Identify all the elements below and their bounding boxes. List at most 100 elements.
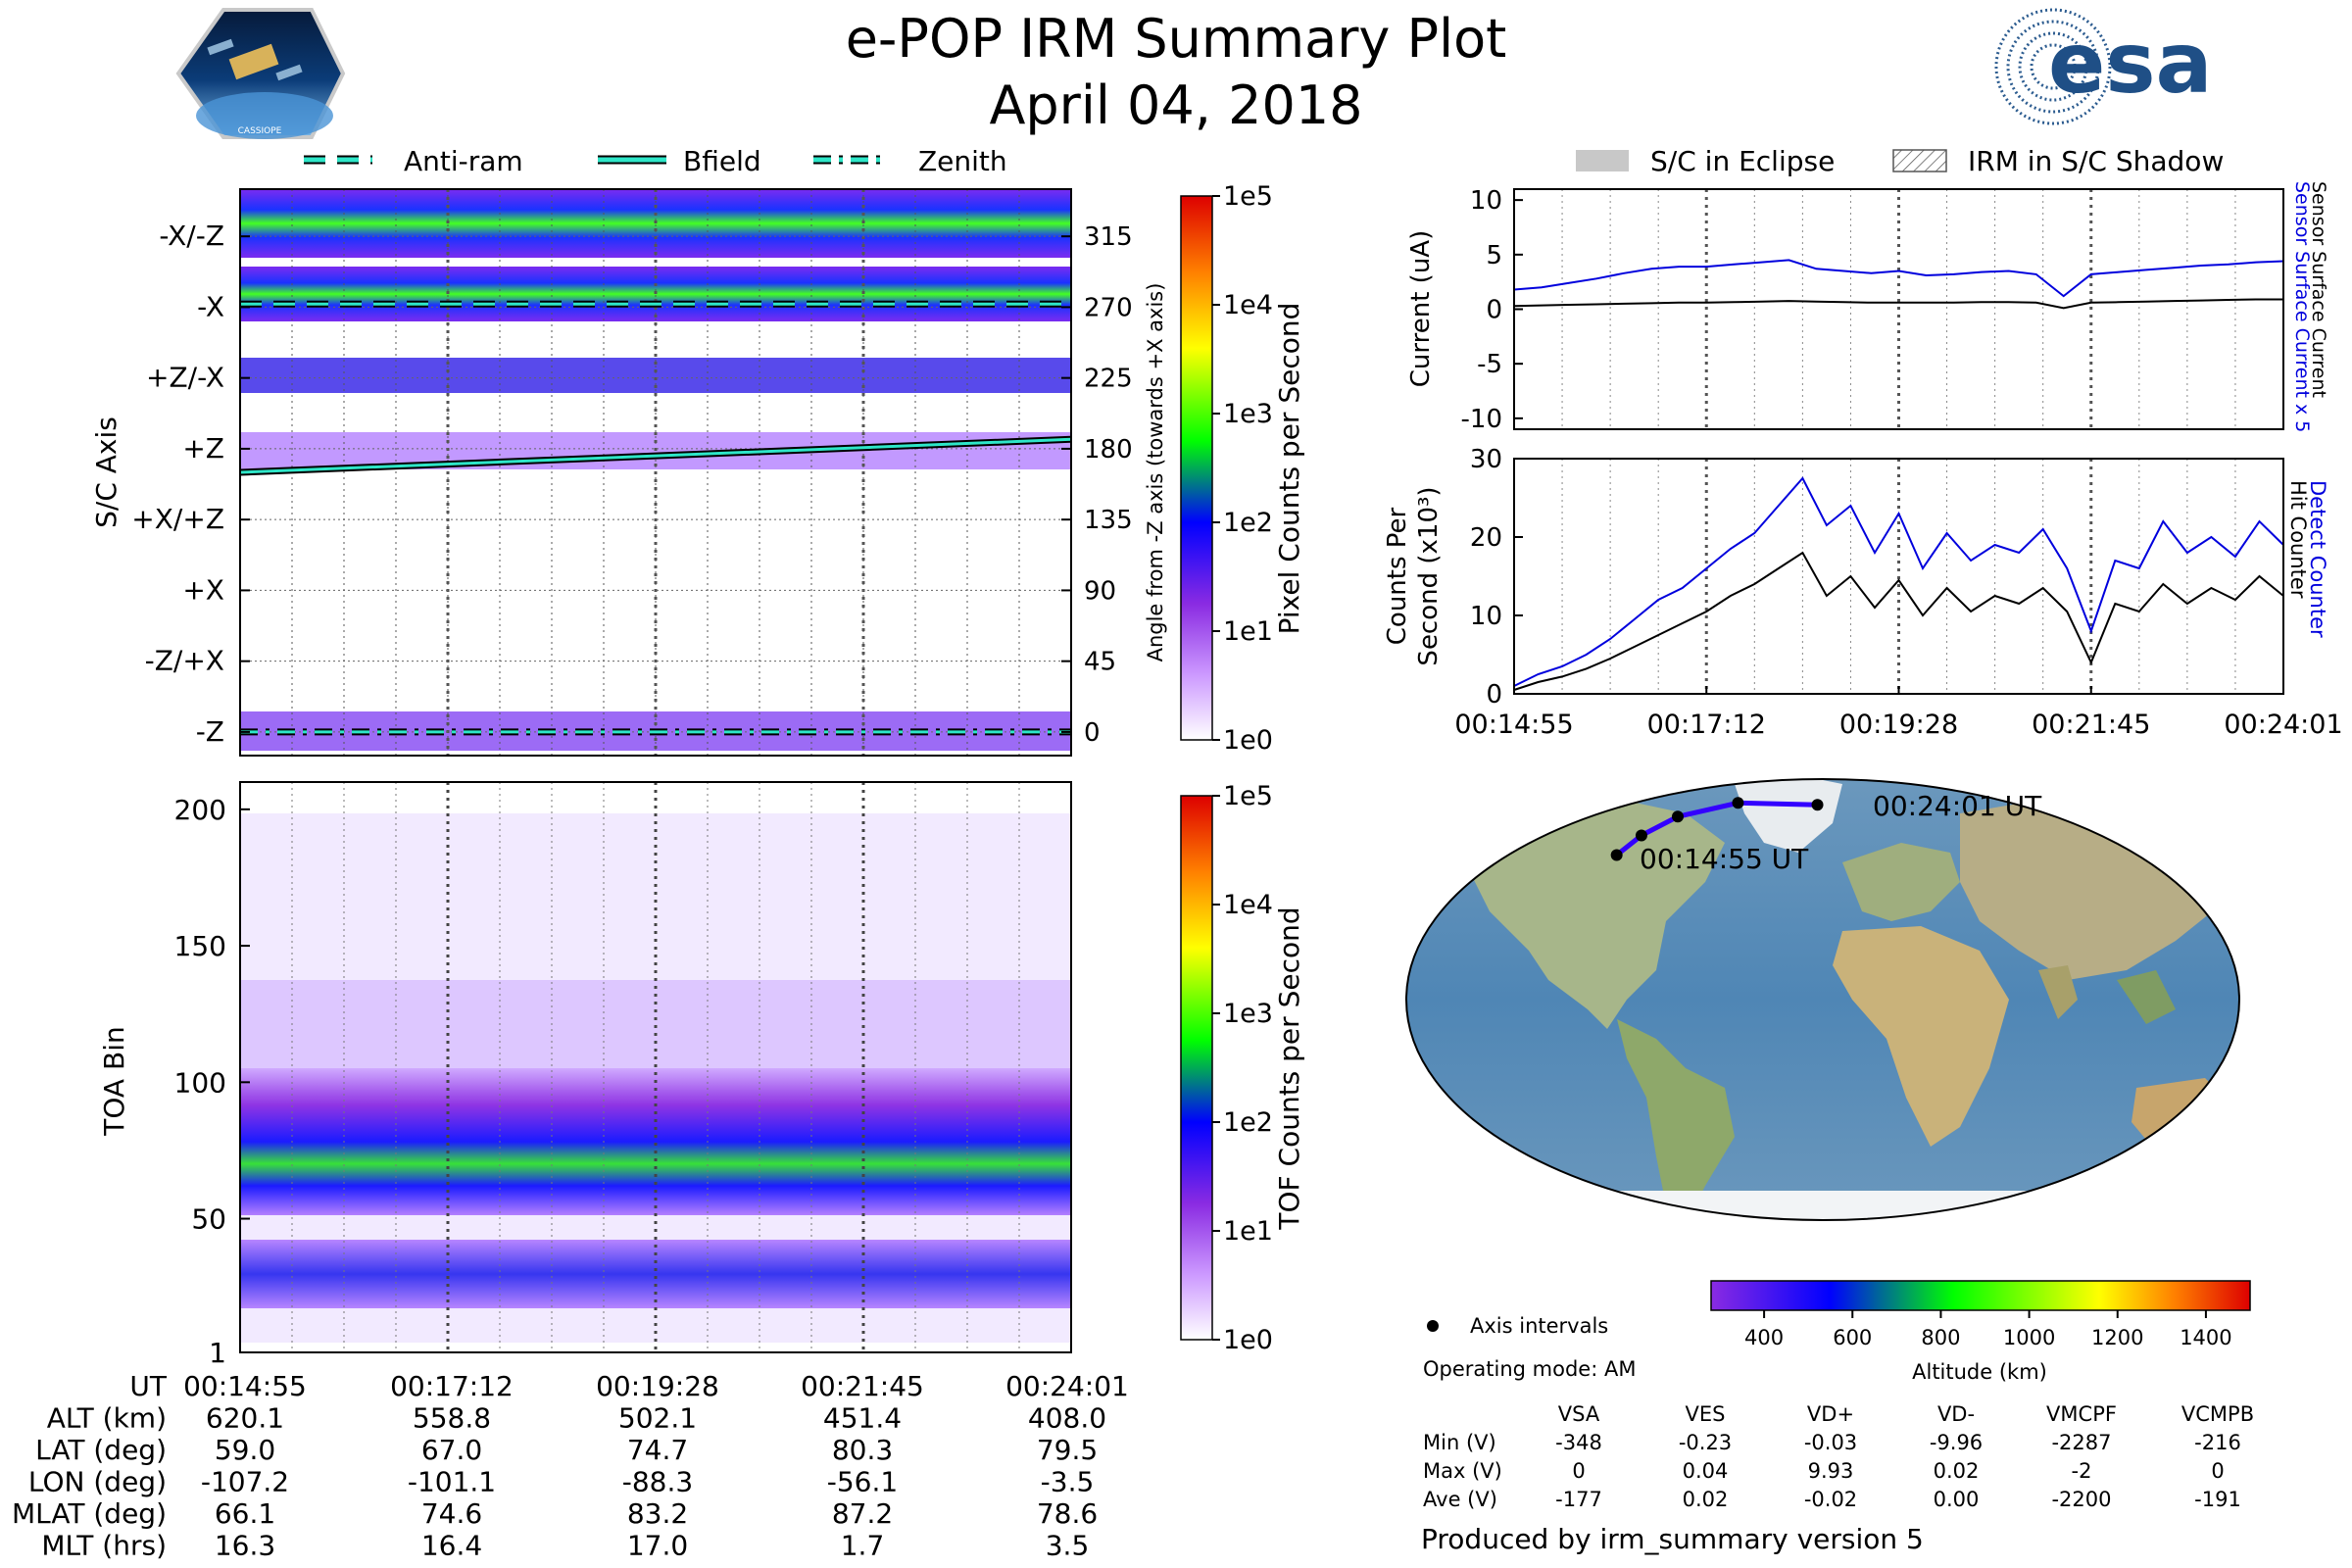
volt-cell: 0.02: [1934, 1459, 1980, 1483]
volt-header: VCMPB: [2181, 1402, 2254, 1426]
ephem-cell: 78.6: [1037, 1497, 1098, 1530]
alt-tick-label: 400: [1744, 1326, 1784, 1349]
pixel-ytick-label: +X/+Z: [131, 503, 224, 535]
tof-ytick-label: 100: [174, 1066, 226, 1099]
ephem-cell: -107.2: [201, 1466, 289, 1498]
ephem-cell: 67.0: [421, 1434, 482, 1466]
line-xtick-label: 00:24:01: [2224, 710, 2342, 740]
counts-right-label-blue: Detect Counter: [2306, 480, 2329, 638]
tof-cb-tick-label: 1e0: [1223, 1325, 1273, 1355]
pixel-cb-tick-label: 1e1: [1223, 616, 1273, 647]
ephem-cell: 558.8: [413, 1402, 491, 1435]
pixel-cb-tick-label: 1e0: [1223, 725, 1273, 756]
badge-text: CASSIOPE: [238, 126, 282, 136]
orbit-point: [1635, 829, 1647, 842]
altitude-colorbar: 400 600 800 1000 1200 1400 Altitude (km): [1710, 1280, 2251, 1384]
ephem-row-label: LON (deg): [28, 1466, 167, 1498]
line-ytick-label: 20: [1470, 523, 1502, 553]
ephem-cell: 502.1: [618, 1402, 697, 1435]
volt-row-label: Min (V): [1423, 1431, 1496, 1454]
ephem-row-label: LAT (deg): [35, 1434, 167, 1466]
ephem-cell: 00:21:45: [801, 1370, 924, 1402]
volt-cell: 9.93: [1808, 1459, 1854, 1483]
line-ytick-label: 10: [1470, 186, 1502, 216]
orbit-map-panel: 00:14:55 UT 00:24:01 UT: [1405, 778, 2240, 1221]
line-xtick-label: 00:17:12: [1647, 710, 1766, 740]
pixel-ytick-label: -X/-Z: [159, 220, 224, 252]
pixel-cb-tick-label: 1e5: [1223, 181, 1273, 212]
orbit-point: [1610, 849, 1623, 861]
bfield-line-core: [239, 437, 1072, 474]
ephem-cell: 16.3: [215, 1530, 275, 1562]
volt-cell: 0: [1572, 1459, 1585, 1483]
volt-cell: -216: [2194, 1431, 2241, 1454]
ephem-cell: 00:14:55: [183, 1370, 307, 1402]
legend-antiram: Anti-ram: [404, 145, 523, 177]
ephem-cell: 00:19:28: [596, 1370, 719, 1402]
line-ytick-label: 0: [1486, 680, 1502, 710]
legend-zenith: Zenith: [918, 145, 1007, 177]
cassiope-badge-icon: [175, 8, 346, 139]
line-xtick-label: 00:14:55: [1454, 710, 1573, 740]
series-sensor-surface-current-x-5: [1513, 259, 2284, 298]
volt-cell: -191: [2194, 1488, 2241, 1511]
tof-colorbar: 1e5 1e4 1e3 1e2 1e1 1e0 TOF Counts per Second: [1180, 781, 1305, 1355]
ephem-row-label: ALT (km): [47, 1402, 167, 1435]
info-block: Axis intervals Operating mode: AM VSA VES…: [1421, 1314, 2254, 1555]
esa-logo-icon: [1994, 8, 2112, 125]
pixel-colorbar-label: Pixel Counts per Second: [1273, 303, 1305, 635]
tof-cb-tick-label: 1e4: [1223, 890, 1273, 920]
volt-header: VD-: [1937, 1402, 1975, 1426]
pixel-y2tick-label: 0: [1084, 718, 1101, 748]
ephem-cell: -88.3: [622, 1466, 693, 1498]
counts-ylabel-line1: Counts Per: [1383, 507, 1412, 645]
ephem-cell: 451.4: [823, 1402, 902, 1435]
volt-cell: -0.02: [1804, 1488, 1857, 1511]
ephem-row-label: UT: [129, 1370, 167, 1402]
axis-interval-marker-icon: [1427, 1320, 1439, 1332]
volt-cell: -2200: [2051, 1488, 2111, 1511]
orbit-point: [1671, 810, 1684, 823]
pixel-ylabel: S/C Axis: [90, 416, 122, 528]
line-ytick-label: 0: [1486, 296, 1502, 325]
current-panel: 10 5 0 -5 -10 Current (uA) Sensor Surface Cu…: [1406, 181, 2329, 434]
pixel-ytick-label: -X: [197, 290, 224, 322]
pixel-cb-tick-label: 1e2: [1223, 508, 1273, 538]
tof-colorbar-label: TOF Counts per Second: [1273, 906, 1305, 1230]
ephem-cell: 80.3: [832, 1434, 893, 1466]
ephem-cell: -101.1: [408, 1466, 496, 1498]
volt-cell: -177: [1555, 1488, 1602, 1511]
line-xtick-label: 00:21:45: [2032, 710, 2150, 740]
tof-cb-tick-label: 1e5: [1223, 781, 1273, 811]
ephem-cell: 17.0: [627, 1530, 688, 1562]
alt-tick-label: 800: [1921, 1326, 1960, 1349]
tof-ylabel: TOA Bin: [98, 1026, 130, 1136]
ephem-cell: 1.7: [841, 1530, 885, 1562]
ephem-cell: 620.1: [206, 1402, 284, 1435]
pixel-frame: [239, 188, 1072, 757]
pixel-ytick-label: -Z/+X: [145, 645, 224, 677]
alt-tick-label: 1000: [2003, 1326, 2055, 1349]
pixel-y2tick-label: 270: [1084, 293, 1133, 322]
line-ytick-label: -5: [1477, 350, 1502, 379]
pixel-y2tick-label: 180: [1084, 435, 1133, 465]
current-right-label-blue: Sensor Surface Current x 5: [2291, 181, 2313, 432]
counts-ylabel-line2: Second (x10³): [1414, 486, 1444, 665]
pixel-ytick-label: +Z/-X: [146, 362, 224, 394]
line-ytick-label: 10: [1470, 602, 1502, 631]
pixel-y2tick-label: 225: [1084, 365, 1133, 394]
ephem-row-label: MLT (hrs): [41, 1530, 167, 1562]
pixel-spectrogram-panel: -X/-Z 315 -X 270 +Z/-X 225 +Z 180 +X/+Z 135 +X 90 -Z…: [90, 188, 1167, 757]
volt-cell: -9.96: [1930, 1431, 1983, 1454]
tof-spectrogram-panel: 200 150 100 50 1 TOA Bin: [98, 781, 1072, 1369]
volt-cell: 0.02: [1683, 1488, 1729, 1511]
ephem-cell: 00:24:01: [1005, 1370, 1129, 1402]
pixel-y2tick-label: 135: [1084, 506, 1133, 535]
pixel-y2tick-label: 45: [1084, 648, 1116, 677]
line-ytick-label: 30: [1470, 445, 1502, 474]
orbit-start-label: 00:14:55 UT: [1640, 843, 1809, 875]
orbit-point: [1811, 799, 1824, 811]
axis-intervals-label: Axis intervals: [1470, 1314, 1608, 1338]
current-ylabel: Current (uA): [1406, 230, 1436, 387]
